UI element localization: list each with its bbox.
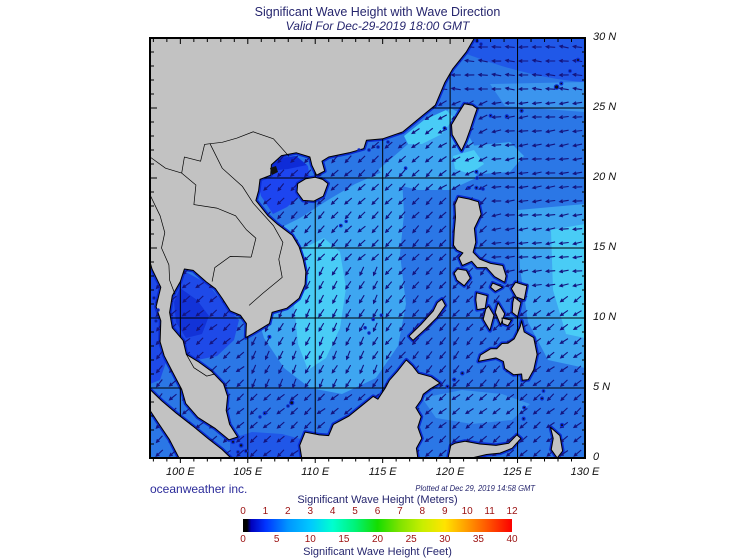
land-sumatra	[150, 388, 232, 458]
colorbar-title-meters: Significant Wave Height (Meters)	[297, 494, 458, 506]
colorbar-tick-value: 5	[352, 506, 358, 517]
land-leyte	[511, 296, 522, 318]
colorbar-tick-value: 9	[441, 506, 448, 517]
colorbar-tick-value: 0	[240, 506, 246, 517]
colorbar-tick-value: 1	[262, 506, 269, 517]
valid-time-subtitle: Valid For Dec-29-2019 18:00 GMT	[285, 19, 470, 33]
lat-tick-label: 15 N	[593, 241, 617, 253]
colorbar-tick-value: 25	[405, 534, 417, 545]
colorbar-tick-value: 3	[307, 506, 314, 517]
lon-tick-label: 130 E	[570, 466, 600, 478]
land-mindanao	[477, 320, 538, 381]
colorbar-tick-value: 2	[285, 506, 291, 517]
colorbar-tick-value: 6	[374, 506, 381, 517]
colorbar-tick-value: 40	[506, 534, 518, 545]
land-bohol	[501, 317, 512, 327]
lon-tick-label: 120 E	[435, 466, 465, 478]
lon-tick-label: 115 E	[368, 466, 397, 478]
lat-tick-label: 20 N	[593, 171, 617, 183]
land-sulawesi	[447, 434, 522, 458]
land-borneo	[299, 359, 441, 458]
colorbar-tick-value: 35	[472, 534, 484, 545]
land-samar	[510, 281, 528, 301]
colorbar-tick-value: 0	[240, 534, 246, 545]
axis-ticks	[150, 38, 585, 463]
colorbar-tick-value: 15	[338, 534, 350, 545]
lat-tick-label: 10 N	[593, 311, 617, 323]
colorbar-tick-value: 5	[273, 534, 280, 545]
colorbar-title-feet: Significant Wave Height (Feet)	[303, 546, 452, 558]
land-negros	[482, 305, 495, 332]
country-borders	[150, 131, 290, 377]
colorbar-tick-value: 10	[461, 506, 473, 517]
colorbar-tick-value: 8	[419, 506, 426, 517]
colorbar-tick-value: 4	[329, 506, 336, 517]
land-masbate	[490, 282, 504, 292]
land-mindoro	[453, 268, 471, 287]
colorbar-meters-ticks: 0 1 2 3 4 5 6 7 8 9 10 11 12	[240, 506, 517, 517]
land-masses	[150, 38, 564, 458]
land-luzon	[453, 196, 507, 283]
small-islands	[152, 38, 581, 454]
lat-tick-label: 5 N	[593, 381, 611, 393]
land-hainan	[296, 176, 329, 202]
colorbar-tick-value: 12	[506, 506, 518, 517]
colorbar-tick-value: 30	[439, 534, 451, 545]
colorbar-tick-value: 10	[304, 534, 316, 545]
lon-tick-label: 105 E	[233, 466, 263, 478]
plotted-timestamp: Plotted at Dec 29, 2019 14:58 GMT	[415, 484, 535, 493]
lat-tick-label: 30 N	[593, 31, 617, 43]
land-panay	[475, 292, 488, 311]
colorbar-feet-ticks: 0 5 10 15 20 25 30 35 40	[240, 534, 517, 545]
colorbar-tick-value: 20	[371, 534, 384, 545]
colorbar-tick-value: 7	[397, 506, 403, 517]
credit-text: oceanweather inc.	[150, 482, 248, 496]
lat-tick-label: 0	[593, 451, 600, 463]
colorbar-gradient	[243, 519, 512, 532]
page-title: Significant Wave Height with Wave Direct…	[254, 5, 501, 19]
map-canvas	[149, 37, 586, 463]
lon-tick-label: 125 E	[503, 466, 532, 478]
lon-tick-label: 100 E	[165, 466, 195, 478]
land-palawan	[408, 298, 446, 341]
land-taiwan	[451, 103, 478, 152]
lon-tick-label: 110 E	[301, 466, 330, 478]
colorbar-tick-value: 11	[484, 506, 495, 517]
land-halmahera	[550, 426, 564, 458]
land-mainland-asia	[150, 38, 475, 441]
lat-tick-label: 25 N	[593, 101, 617, 113]
